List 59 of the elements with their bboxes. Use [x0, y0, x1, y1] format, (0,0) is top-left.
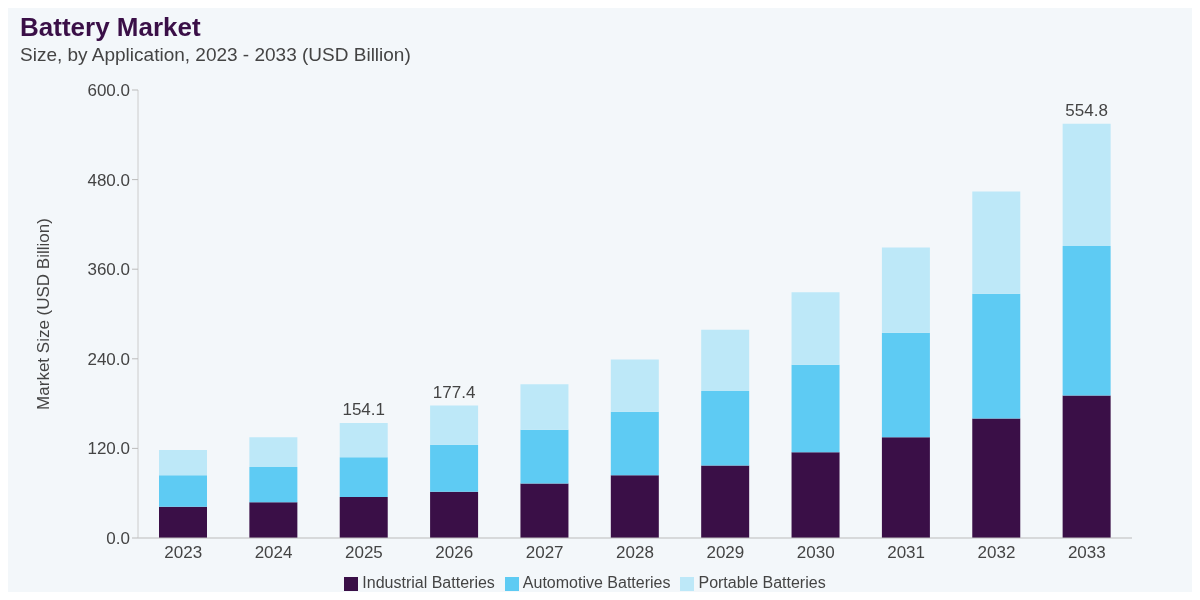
bar — [249, 437, 298, 468]
bar — [159, 475, 207, 507]
x-tick-label: 2033 — [1067, 543, 1106, 563]
bar — [701, 329, 750, 391]
bar — [791, 292, 840, 365]
chart-subtitle: Size, by Application, 2023 - 2033 (USD Billion) — [20, 44, 411, 66]
total-label: 554.8 — [1065, 100, 1108, 120]
bar — [610, 411, 659, 476]
bar — [159, 506, 207, 538]
x-tick-label: 2031 — [887, 543, 925, 563]
bar — [972, 293, 1021, 419]
y-tick-label: 360.0 — [87, 260, 130, 280]
bar — [881, 332, 930, 438]
bar — [881, 437, 930, 538]
legend-label: Automotive Batteries — [522, 574, 671, 591]
bar — [430, 491, 479, 538]
x-tick-label: 2026 — [435, 543, 474, 563]
bar — [972, 418, 1021, 538]
bar — [339, 422, 388, 458]
bar — [1062, 246, 1111, 396]
legend-label: Industrial Batteries — [362, 574, 495, 591]
bar — [881, 247, 930, 333]
bar — [520, 429, 569, 484]
bar — [249, 502, 298, 538]
bar — [159, 449, 207, 476]
bar — [610, 359, 659, 412]
chart-title: Battery Market — [20, 12, 201, 43]
bar — [972, 191, 1021, 294]
x-tick-label: 2032 — [977, 543, 1016, 563]
total-label: 177.4 — [432, 382, 476, 402]
x-tick-label: 2025 — [345, 543, 383, 563]
x-tick-label: 2029 — [706, 543, 745, 563]
bar — [430, 444, 479, 492]
x-tick-label: 2024 — [254, 543, 293, 563]
y-tick-label: 240.0 — [87, 349, 130, 369]
legend-label: Portable Batteries — [698, 574, 826, 591]
bar — [249, 467, 298, 503]
y-tick-label: 600.0 — [87, 81, 130, 101]
y-tick-label: 120.0 — [87, 439, 130, 459]
x-tick-label: 2023 — [164, 543, 203, 563]
y-tick-label: 0.0 — [106, 529, 130, 549]
bar — [1062, 123, 1111, 247]
bar — [701, 390, 750, 466]
y-tick-label: 480.0 — [87, 170, 130, 190]
bar — [430, 405, 479, 445]
bar — [1062, 395, 1111, 538]
x-tick-label: 2028 — [616, 543, 654, 563]
x-tick-label: 2030 — [796, 543, 835, 563]
total-label: 154.1 — [342, 399, 385, 419]
bar — [791, 452, 840, 538]
bar — [520, 483, 569, 538]
bar — [339, 457, 388, 497]
y-axis-title: Market Size (USD Billion) — [34, 218, 54, 410]
bar — [610, 475, 659, 538]
bar — [791, 364, 840, 453]
bar — [520, 384, 569, 430]
bar — [701, 465, 750, 538]
bar — [339, 496, 388, 538]
x-tick-label: 2027 — [525, 543, 564, 563]
